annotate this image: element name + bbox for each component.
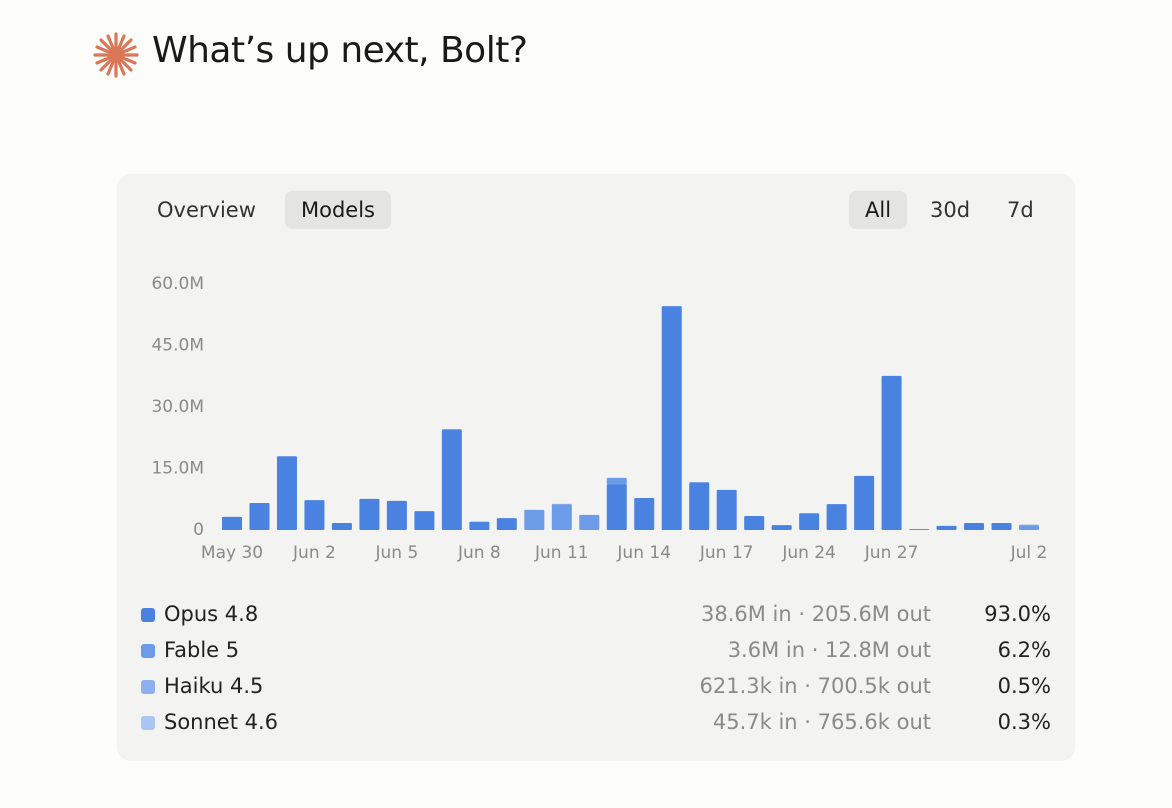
legend-label: Opus 4.8: [164, 602, 259, 626]
chart: 0 15.0M 30.0M 45.0M 60.0M May 30 Jun 2 Jun 5 Jun…: [151, 274, 1048, 563]
y-tick-label: 0: [193, 520, 204, 540]
bar-segment: [689, 482, 710, 483]
bar-segment: [551, 504, 572, 530]
x-tick-label: May 30: [201, 543, 263, 563]
legend-swatch: [141, 716, 155, 730]
y-tick-label: 15.0M: [151, 459, 204, 479]
bar-segment: [441, 429, 462, 430]
bar-segment: [359, 498, 380, 530]
greeting: What’s up next, Bolt?: [152, 30, 528, 71]
legend-row: Sonnet 4.6 45.7k in · 765.6k out 0.3%: [141, 708, 1051, 738]
legend-row: Opus 4.8 38.6M in · 205.6M out 93.0%: [141, 600, 1051, 630]
token-share: 6.2%: [997, 638, 1051, 662]
legend-row: Haiku 4.5 621.3k in · 700.5k out 0.5%: [141, 672, 1051, 702]
bar-segment: [249, 502, 270, 530]
bar-segment: [304, 500, 325, 530]
token-share: 0.5%: [997, 674, 1051, 698]
bar-segment: [386, 500, 407, 530]
bar-segment: [441, 429, 462, 530]
bar-segment: [799, 513, 820, 530]
x-tick-label: Jun 17: [699, 543, 754, 563]
bar-segment: [909, 529, 930, 530]
range-7d[interactable]: 7d: [1007, 198, 1034, 222]
token-share: 93.0%: [984, 602, 1051, 626]
legend-label: Sonnet 4.6: [164, 710, 279, 734]
bar-segment: [496, 518, 517, 530]
bar-segment: [854, 475, 875, 530]
range-all[interactable]: All: [849, 191, 908, 229]
bar-segment: [936, 525, 957, 530]
x-tick-label: Jun 2: [292, 543, 336, 563]
token-detail: 45.7k in · 765.6k out: [712, 710, 931, 734]
x-tick-label: Jun 8: [457, 543, 501, 563]
x-tick-label: Jun 24: [781, 543, 836, 563]
bar-segment: [991, 523, 1012, 530]
bar-segment: [661, 306, 682, 530]
bar-segment: [606, 484, 627, 530]
bar-segment: [881, 375, 902, 530]
bar-segment: [222, 516, 242, 530]
legend-swatch: [141, 680, 155, 694]
bar-segment: [689, 482, 710, 530]
x-tick-label: Jul 2: [1010, 543, 1048, 563]
x-tick-label: Jun 5: [374, 543, 418, 563]
bar-segment: [964, 523, 985, 530]
bar-segment: [524, 509, 545, 530]
bar-segment: [331, 523, 352, 530]
x-tick-label: Jun 11: [534, 543, 589, 563]
token-detail: 621.3k in · 700.5k out: [699, 674, 931, 698]
bar-segment: [826, 504, 847, 530]
y-tick-label: 45.0M: [151, 336, 204, 356]
bar-segment: [716, 489, 737, 530]
bar-segment: [744, 516, 765, 530]
x-tick-label: Jun 27: [864, 543, 919, 563]
range-30d[interactable]: 30d: [930, 198, 971, 222]
y-tick-label: 30.0M: [151, 397, 204, 417]
bar-segment: [606, 477, 627, 485]
x-tick-label: Jun 14: [616, 543, 671, 563]
legend-swatch: [141, 608, 155, 622]
bar-segment: [1019, 525, 1039, 530]
logo: [93, 32, 139, 78]
legend-label: Haiku 4.5: [164, 674, 264, 698]
tab-models[interactable]: Models: [285, 191, 391, 229]
tab-overview[interactable]: Overview: [157, 198, 256, 222]
bar-segment: [771, 525, 792, 530]
usage-card: [117, 174, 1075, 761]
bar-segment: [414, 511, 435, 530]
token-share: 0.3%: [997, 710, 1051, 734]
token-detail: 38.6M in · 205.6M out: [700, 602, 931, 626]
token-detail: 3.6M in · 12.8M out: [727, 638, 931, 662]
y-tick-label: 60.0M: [151, 274, 204, 294]
legend-label: Fable 5: [164, 638, 240, 662]
bar-segment: [579, 514, 600, 530]
legend-row: Fable 5 3.6M in · 12.8M out 6.2%: [141, 636, 1051, 666]
legend-swatch: [141, 644, 155, 658]
bar-segment: [469, 521, 490, 530]
bar-segment: [276, 456, 297, 530]
bar-segment: [634, 498, 655, 530]
